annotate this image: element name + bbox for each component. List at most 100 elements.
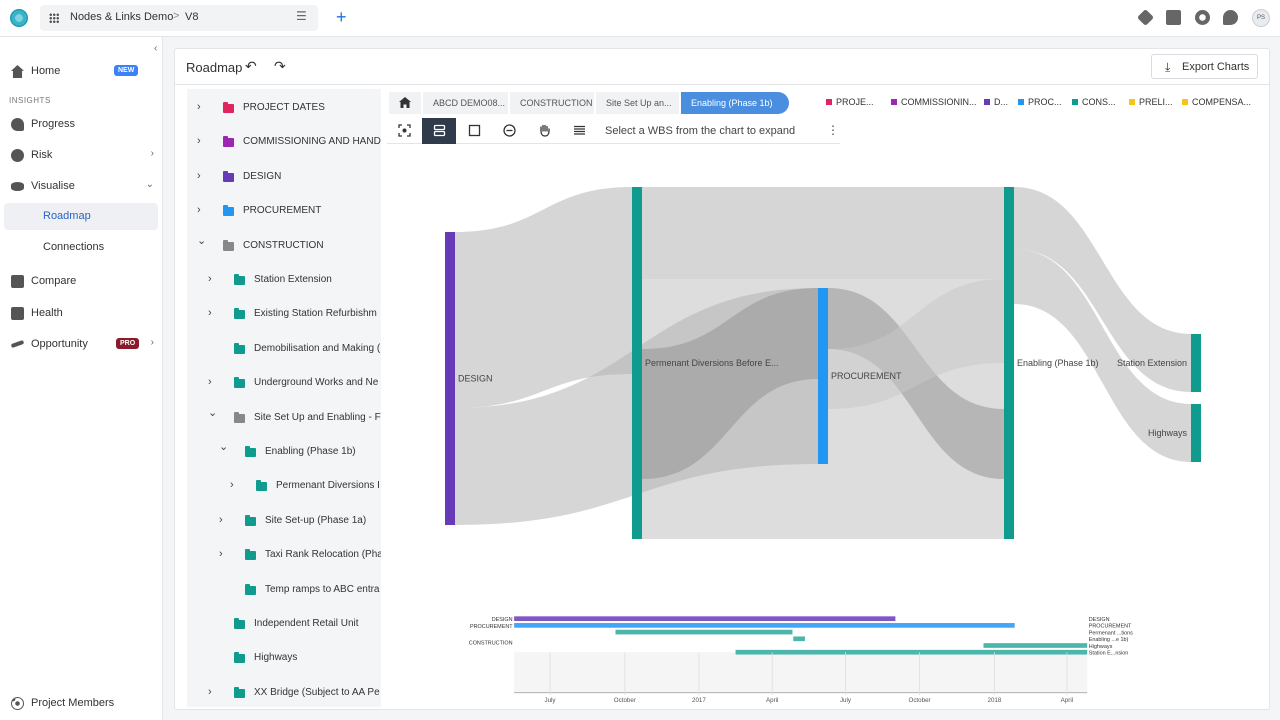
list-view-button[interactable] <box>562 118 596 144</box>
gantt-bar[interactable] <box>735 649 1088 655</box>
tree-row[interactable]: Independent Retail Unit <box>187 610 381 640</box>
sankey-link[interactable] <box>455 187 632 408</box>
legend-entry[interactable]: COMPENSA... <box>1182 97 1251 107</box>
pan-button[interactable] <box>527 118 561 144</box>
chevron-right-icon[interactable]: › <box>208 685 212 698</box>
cube-icon[interactable] <box>1137 9 1154 26</box>
chevron-right-icon[interactable]: › <box>197 101 201 113</box>
sidebar-item-connections[interactable]: Connections <box>4 234 158 261</box>
sidebar-item-label: Opportunity <box>31 338 88 350</box>
chevron-right-icon[interactable]: › <box>208 376 212 389</box>
undo-icon[interactable]: ↶ <box>245 58 257 74</box>
gantt-bar[interactable] <box>615 629 793 635</box>
breadcrumb-item[interactable]: CONSTRUCTION <box>510 92 595 114</box>
breadcrumb-item[interactable]: Enabling (Phase 1b) <box>681 92 789 114</box>
gear-icon[interactable] <box>1195 10 1210 25</box>
sankey-link[interactable] <box>642 288 818 479</box>
tree-row[interactable]: › Station Extension <box>187 266 381 296</box>
sidebar-item-compare[interactable]: Compare <box>0 269 163 295</box>
gantt-tick-label: October <box>614 697 636 704</box>
tree-row[interactable]: › PROJECT DATES <box>187 94 381 124</box>
gantt-bar[interactable] <box>514 616 896 622</box>
tree-row[interactable]: Demobilisation and Making ( <box>187 335 381 365</box>
collapse-sidebar-icon[interactable]: ‹ <box>154 43 158 54</box>
folder-icon <box>245 446 256 457</box>
layers-icon[interactable] <box>1166 10 1181 25</box>
sankey-node[interactable] <box>445 232 455 525</box>
legend-entry[interactable]: PROJE... <box>826 97 874 107</box>
tree-row[interactable]: ⌄ CONSTRUCTION <box>187 232 381 262</box>
chevron-down-icon[interactable]: ⌄ <box>197 234 207 247</box>
tree-row[interactable]: › Taxi Rank Relocation (Pha <box>187 541 381 571</box>
fit-view-button[interactable] <box>387 118 421 144</box>
redo-icon[interactable]: ↷ <box>274 58 286 74</box>
tree-row[interactable]: ⌄ Site Set Up and Enabling - F <box>187 404 381 434</box>
tree-row[interactable]: Highways <box>187 644 381 674</box>
tree-row[interactable]: › XX Bridge (Subject to AA Pe <box>187 679 381 707</box>
sidebar-item-project-members[interactable]: Project Members <box>0 691 163 717</box>
gantt-bar[interactable] <box>793 636 805 642</box>
gantt-tick-label: 2018 <box>987 697 1001 704</box>
hamburger-icon[interactable]: ☰ <box>296 9 307 23</box>
sidebar-item-risk[interactable]: Risk › <box>0 143 163 169</box>
grouped-view-button[interactable] <box>422 118 456 144</box>
chevron-right-icon[interactable]: › <box>197 169 201 182</box>
breadcrumb-item[interactable]: ABCD DEMO08... <box>423 92 509 114</box>
sankey-node[interactable] <box>1191 404 1201 462</box>
gantt-bar[interactable] <box>514 623 1015 628</box>
chat-icon[interactable] <box>1223 10 1238 25</box>
legend-entry[interactable]: CONS... <box>1072 97 1116 107</box>
single-view-button[interactable] <box>457 118 491 144</box>
breadcrumb-item[interactable]: Site Set Up an... <box>596 92 680 114</box>
more-options-icon[interactable]: ⋮ <box>827 123 839 137</box>
sankey-link[interactable] <box>642 187 1004 279</box>
tree-row[interactable]: › COMMISSIONING AND HANDO <box>187 128 381 158</box>
gantt-bar[interactable] <box>983 643 1088 648</box>
sankey-link[interactable] <box>1014 187 1191 392</box>
sidebar-item-progress[interactable]: Progress <box>0 112 163 138</box>
tree-row[interactable]: › PROCUREMENT <box>187 197 381 227</box>
app-logo-icon[interactable] <box>10 9 28 27</box>
avatar[interactable]: PS <box>1252 9 1270 27</box>
sankey-node[interactable] <box>1191 334 1201 392</box>
legend-entry[interactable]: COMMISSIONIN... <box>891 97 977 107</box>
chevron-right-icon[interactable]: › <box>197 204 201 217</box>
project-selector[interactable]: Nodes & Links Demo > V8 ☰ <box>40 5 318 31</box>
collapse-button[interactable] <box>492 118 526 144</box>
tree-row[interactable]: Temp ramps to ABC entra <box>187 576 381 606</box>
sankey-node[interactable] <box>818 288 828 464</box>
sidebar-item-visualise[interactable]: Visualise ⌄ <box>0 174 163 200</box>
chevron-right-icon[interactable]: › <box>208 273 212 285</box>
sankey-link[interactable] <box>828 279 1004 409</box>
sidebar-item-health[interactable]: Health <box>0 301 163 327</box>
legend-entry[interactable]: D... <box>984 97 1008 107</box>
tree-row[interactable]: ⌄ Enabling (Phase 1b) <box>187 438 381 468</box>
add-tab-button[interactable]: + <box>336 7 347 27</box>
breadcrumb-home[interactable] <box>389 92 421 114</box>
sidebar-item-roadmap[interactable]: Roadmap <box>4 203 158 230</box>
tree-row[interactable]: › DESIGN <box>187 163 381 193</box>
sankey-node[interactable] <box>1004 187 1014 539</box>
hand-icon <box>540 124 550 137</box>
tree-row[interactable]: › Existing Station Refurbishm <box>187 300 381 330</box>
sidebar-item-home[interactable]: Home NEW <box>0 59 163 85</box>
folder-icon <box>223 170 234 182</box>
chevron-right-icon[interactable]: › <box>197 135 201 148</box>
tree-row[interactable]: › Permenant Diversions I <box>187 472 381 502</box>
tree-row[interactable]: › Underground Works and Ne <box>187 369 381 399</box>
chevron-right-icon[interactable]: › <box>230 479 234 492</box>
sankey-node[interactable] <box>632 187 642 539</box>
chevron-right-icon[interactable]: › <box>208 307 212 320</box>
chevron-down-icon[interactable]: ⌄ <box>219 441 229 453</box>
chevron-down-icon[interactable]: ⌄ <box>208 406 218 419</box>
minus-circle-icon <box>503 124 516 137</box>
legend-entry[interactable]: PRELI... <box>1129 97 1173 107</box>
legend-entry[interactable]: PROC... <box>1018 97 1062 107</box>
tree-row-label: Highways <box>254 652 298 664</box>
export-charts-button[interactable]: ⤓ Export Charts <box>1151 54 1258 79</box>
chevron-right-icon[interactable]: › <box>219 513 223 526</box>
sankey-link[interactable] <box>1014 249 1191 462</box>
tree-row[interactable]: › Site Set-up (Phase 1a) <box>187 507 381 537</box>
sidebar-item-opportunity[interactable]: Opportunity PRO › <box>0 332 163 358</box>
chevron-right-icon[interactable]: › <box>219 548 223 561</box>
